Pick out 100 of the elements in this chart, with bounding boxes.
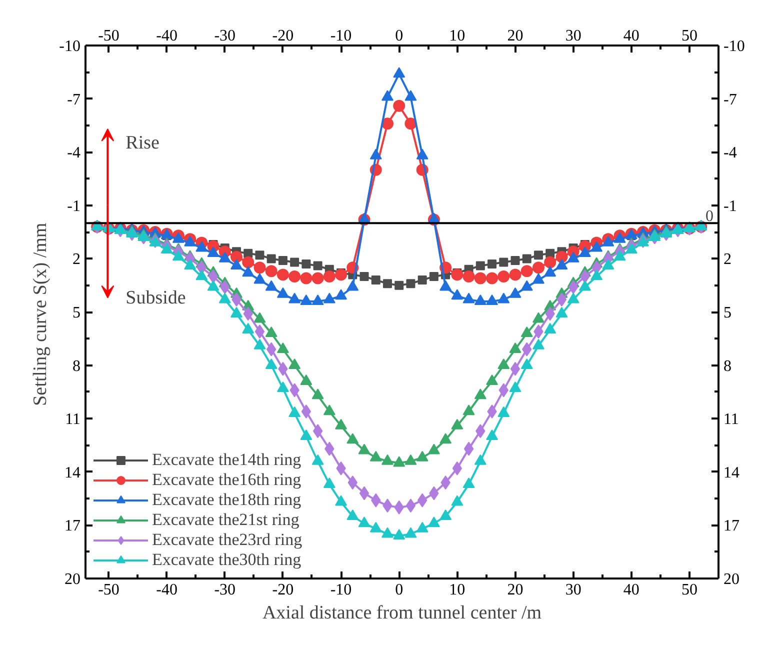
y2-tick-label: 11 <box>724 411 739 428</box>
legend-label: Excavate the30th ring <box>152 550 302 570</box>
point <box>288 406 301 417</box>
point <box>451 289 464 300</box>
x2-tick-label: -20 <box>272 582 294 598</box>
x2-tick-label: -30 <box>214 582 236 598</box>
point <box>417 493 428 508</box>
point <box>323 404 336 416</box>
y-axis-title: Settling curve S(x) /mm <box>30 222 52 406</box>
point <box>578 280 591 291</box>
point <box>462 477 475 488</box>
point <box>288 292 301 304</box>
point <box>381 454 394 465</box>
point <box>172 250 184 261</box>
point <box>335 289 348 300</box>
x-tick-label: -40 <box>156 28 178 44</box>
point <box>382 279 392 288</box>
point <box>276 268 289 281</box>
annotation: Subside <box>126 287 186 308</box>
point <box>404 454 417 465</box>
point <box>323 270 336 282</box>
point <box>255 250 264 260</box>
point <box>556 306 568 318</box>
point <box>602 236 614 246</box>
y-tick-label: 14 <box>64 464 80 482</box>
point <box>498 406 510 417</box>
point <box>335 268 348 281</box>
point <box>556 258 568 270</box>
point <box>451 268 464 281</box>
y-tick-label: -4 <box>67 144 80 162</box>
point <box>254 262 266 274</box>
y2-tick-label: 8 <box>724 358 732 375</box>
x2-tick-label: 30 <box>565 582 582 598</box>
point <box>474 388 486 400</box>
x2-tick-label: -50 <box>98 582 120 598</box>
point <box>301 404 312 418</box>
point <box>614 250 626 261</box>
point <box>393 100 406 112</box>
x2-tick-label: 40 <box>623 582 640 598</box>
point <box>254 273 266 284</box>
point <box>312 424 323 438</box>
point <box>346 280 359 291</box>
x-tick-label: -10 <box>330 28 352 44</box>
point <box>218 292 231 304</box>
point <box>440 433 452 444</box>
point <box>532 262 544 274</box>
point <box>302 260 311 269</box>
point <box>590 241 603 252</box>
point <box>278 256 288 265</box>
point <box>184 236 196 246</box>
legend-label: Excavate the21st ring <box>152 510 300 530</box>
point <box>544 256 556 268</box>
y2-tick-label: 5 <box>724 304 732 322</box>
point <box>404 527 417 538</box>
point <box>429 272 438 281</box>
ref-line-label: 0 <box>706 208 714 226</box>
point <box>370 450 382 462</box>
y-tick-label: -10 <box>59 38 80 55</box>
point <box>509 382 522 392</box>
point <box>498 292 510 304</box>
point <box>290 258 300 267</box>
point <box>312 272 324 284</box>
point <box>160 242 173 254</box>
point <box>288 270 301 282</box>
x-axis-title: Axial distance from tunnel center /m <box>262 602 542 624</box>
point <box>418 276 427 285</box>
annotation: Rise <box>126 132 160 154</box>
x-tick-label: 10 <box>449 28 466 44</box>
y-tick-label: 5 <box>72 304 80 322</box>
point <box>346 433 359 444</box>
point <box>265 265 278 278</box>
x2-tick-label: -40 <box>156 582 178 598</box>
point <box>207 246 220 258</box>
point <box>462 404 475 416</box>
point <box>265 280 278 291</box>
point <box>381 527 394 538</box>
point <box>520 280 533 291</box>
point <box>428 444 440 454</box>
point <box>300 374 312 385</box>
point <box>590 270 603 280</box>
point <box>335 418 348 430</box>
point <box>486 272 498 284</box>
point <box>230 306 242 318</box>
point <box>486 430 498 440</box>
x-tick-label: 50 <box>681 28 698 44</box>
point <box>242 256 254 268</box>
point <box>462 292 475 304</box>
point <box>556 292 567 307</box>
point <box>532 273 544 284</box>
y-tick-label: 2 <box>72 251 80 268</box>
point <box>346 509 359 520</box>
point <box>567 292 580 304</box>
point <box>276 342 289 353</box>
point <box>312 388 324 400</box>
point <box>265 358 278 369</box>
y2-tick-label: 20 <box>724 571 740 588</box>
point <box>406 279 416 288</box>
point <box>394 280 404 290</box>
x2-tick-label: -10 <box>330 582 352 598</box>
point <box>288 358 301 369</box>
